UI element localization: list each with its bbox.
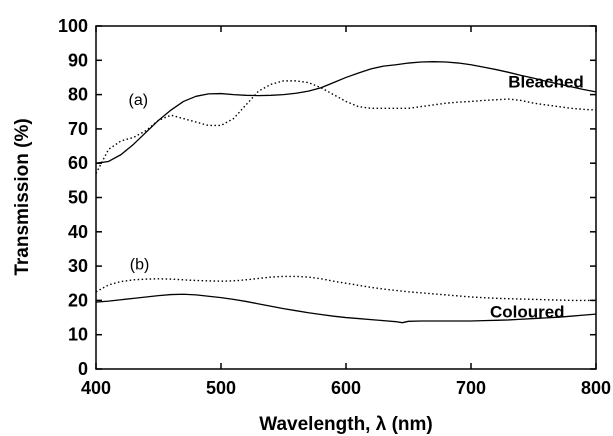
y-tick-label: 100 xyxy=(58,16,88,36)
y-tick-label: 90 xyxy=(68,50,88,70)
annotation-label: Coloured xyxy=(490,303,565,322)
y-tick-label: 70 xyxy=(68,119,88,139)
annotation-label: (a) xyxy=(129,92,149,109)
x-tick-label: 400 xyxy=(81,378,111,398)
series-line-2 xyxy=(95,80,597,174)
x-tick-label: 500 xyxy=(206,378,236,398)
series-line-4 xyxy=(95,293,597,324)
y-tick-label: 80 xyxy=(68,85,88,105)
y-tick-label: 0 xyxy=(78,359,88,379)
x-tick-label: 600 xyxy=(331,378,361,398)
y-tick-label: 40 xyxy=(68,222,88,242)
y-tick-label: 50 xyxy=(68,188,88,208)
annotation-label: (b) xyxy=(130,257,150,274)
y-tick-label: 30 xyxy=(68,256,88,276)
y-tick-label: 10 xyxy=(68,325,88,345)
y-axis-title: Transmission (%) xyxy=(12,118,33,275)
y-tick-label: 60 xyxy=(68,153,88,173)
x-tick-label: 800 xyxy=(581,378,611,398)
x-tick-label: 700 xyxy=(456,378,486,398)
y-tick-label: 20 xyxy=(68,290,88,310)
annotation-label: Bleached xyxy=(508,73,584,92)
series-line-1 xyxy=(95,61,597,164)
series-line-3 xyxy=(95,275,596,302)
x-axis-title: Wavelength, λ (nm) xyxy=(259,414,432,435)
